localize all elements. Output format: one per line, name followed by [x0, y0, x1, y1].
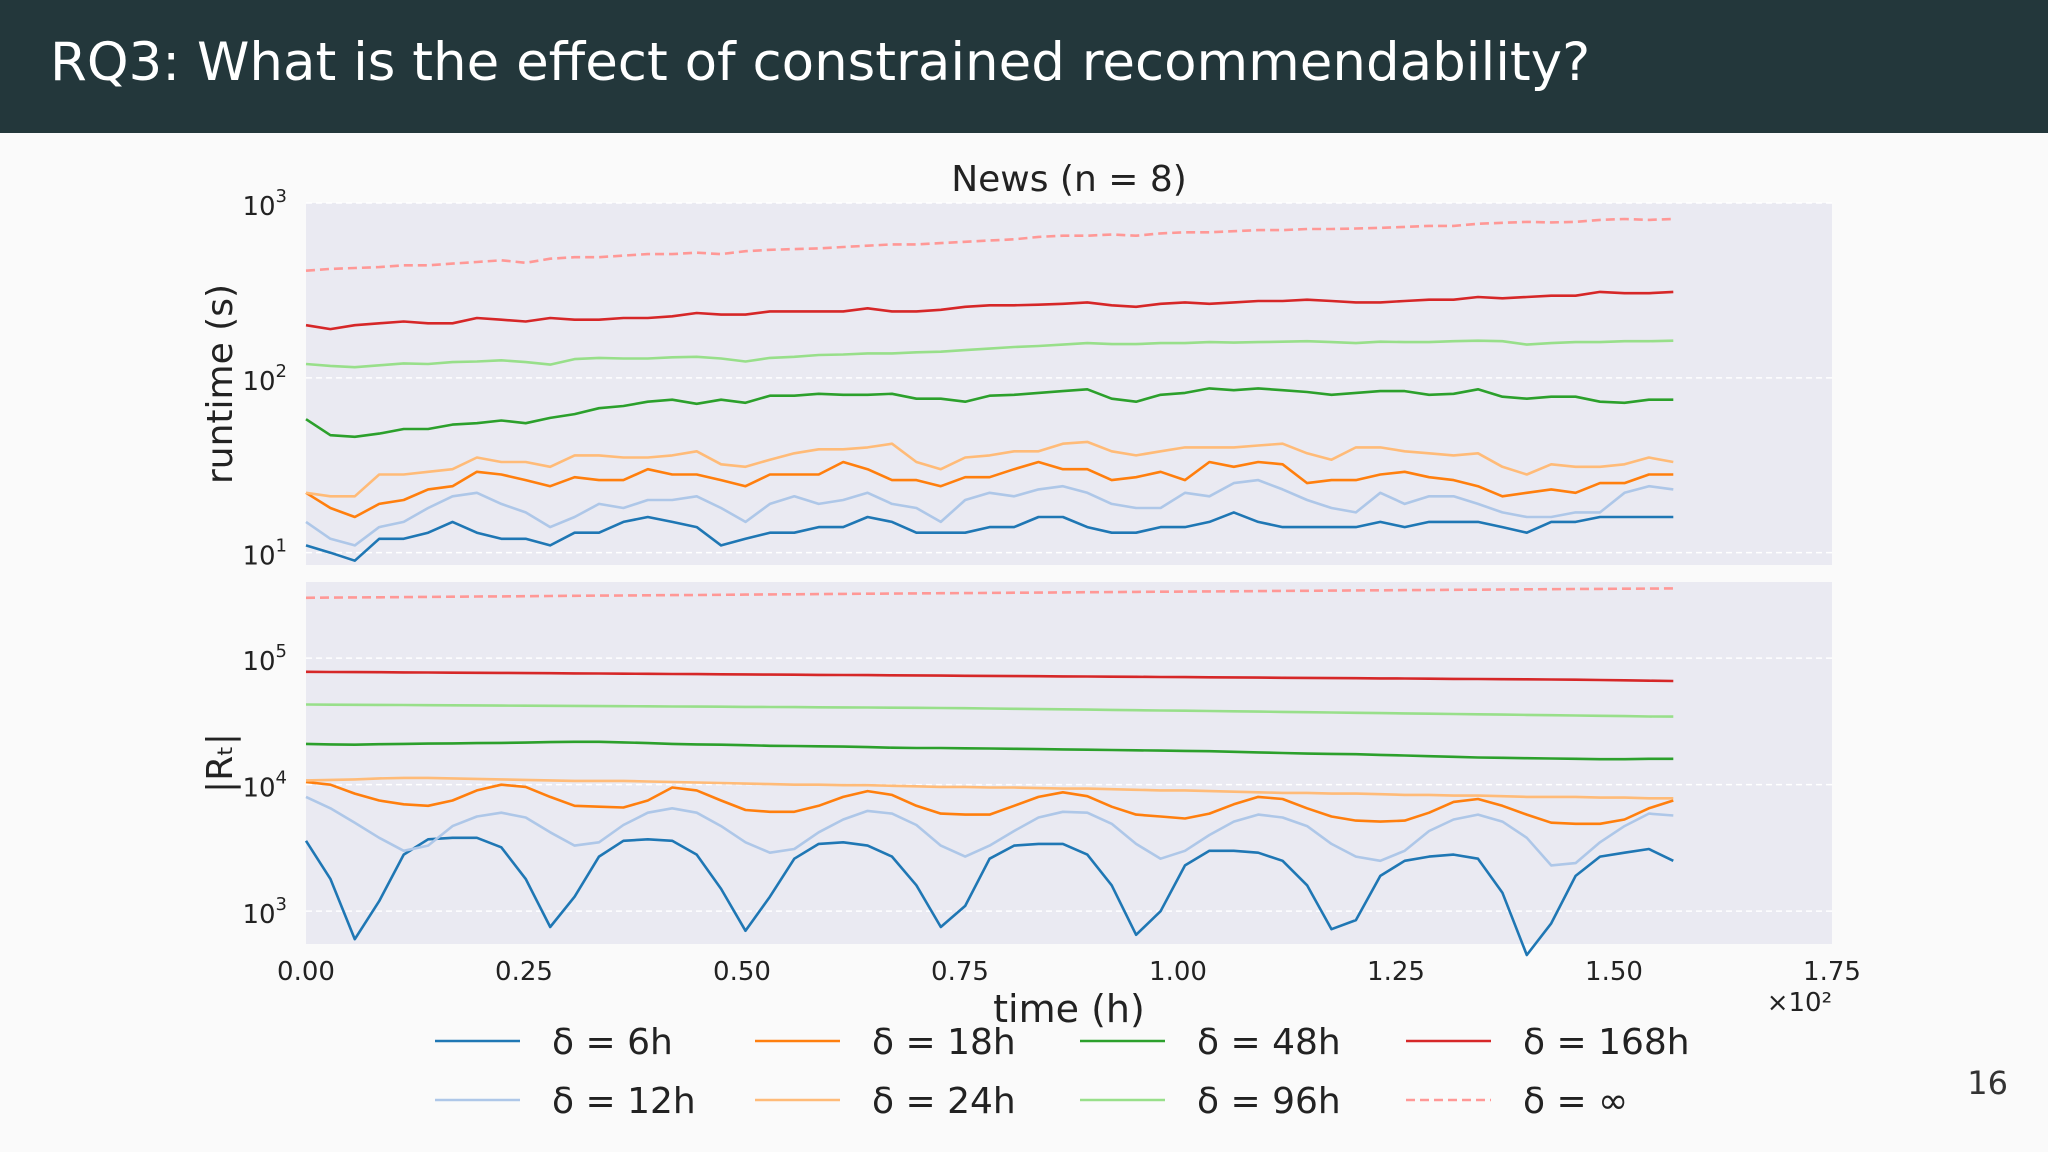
series-line [305, 387, 1674, 439]
panel-2-y-axis-label: |Rₜ| [200, 733, 241, 793]
chart: News (n = 8) 101 102 103 runtime (s) 103 104 10… [200, 159, 1861, 1122]
x-axis-label: time (h) [993, 987, 1145, 1031]
x-tick-label: 0.00 [277, 957, 335, 987]
series-line [305, 670, 1674, 683]
series-line [305, 290, 1674, 331]
y-tick-label: 102 [242, 361, 287, 397]
panel-1-y-axis-label: runtime (s) [200, 284, 241, 484]
legend-label: δ = 96h [1197, 1081, 1341, 1122]
series-line [305, 776, 1674, 800]
series-line [305, 703, 1674, 718]
legend-label: δ = 12h [552, 1081, 696, 1122]
page-number: 16 [1967, 1064, 2008, 1102]
series-line [305, 460, 1674, 519]
panel-2-background [306, 582, 1832, 944]
y-tick-label: 105 [242, 641, 287, 677]
series-line [305, 440, 1674, 498]
x-tick-label: 1.25 [1367, 957, 1425, 987]
series-line [305, 740, 1674, 761]
x-tick-label: 1.50 [1585, 957, 1643, 987]
panel-1-background [306, 203, 1832, 565]
series-line [305, 795, 1674, 867]
y-tick-label: 103 [242, 186, 287, 222]
x-tick-label: 1.00 [1149, 957, 1207, 987]
slide-header: RQ3: What is the effect of constrained r… [0, 0, 2048, 133]
series-line [304, 836, 1674, 957]
series-line [305, 780, 1674, 826]
x-tick-label: 0.50 [713, 957, 771, 987]
legend-label: δ = 168h [1523, 1022, 1690, 1063]
legend-label: δ = 6h [552, 1022, 673, 1063]
y-tick-label: 101 [242, 536, 287, 572]
y-tick-label: 103 [242, 894, 287, 930]
legend-label: δ = ∞ [1523, 1081, 1628, 1122]
x-axis-multiplier: ×10² [1767, 988, 1832, 1018]
chart-title: News (n = 8) [951, 159, 1187, 200]
series-line [305, 587, 1674, 600]
slide-title: RQ3: What is the effect of constrained r… [50, 32, 1591, 93]
legend-label: δ = 24h [872, 1081, 1016, 1122]
legend-label: δ = 48h [1197, 1022, 1341, 1063]
series-line [305, 478, 1674, 547]
series-line [305, 339, 1674, 369]
x-tick-label: 0.25 [495, 957, 553, 987]
series-line [305, 511, 1674, 563]
x-tick-label: 1.75 [1803, 957, 1861, 987]
y-tick-label: 104 [242, 768, 287, 804]
series-line [305, 217, 1674, 272]
x-tick-label: 0.75 [931, 957, 989, 987]
legend-label: δ = 18h [872, 1022, 1016, 1063]
